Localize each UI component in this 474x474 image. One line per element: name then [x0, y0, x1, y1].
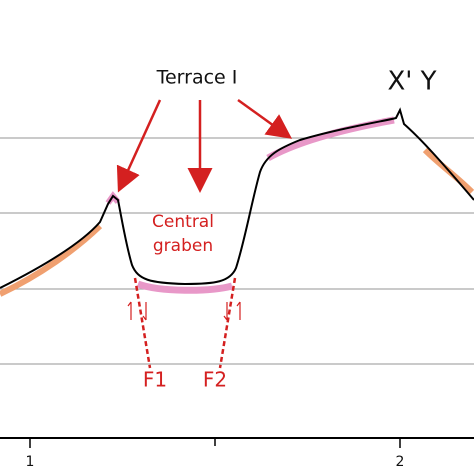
grid	[0, 137, 474, 365]
orange-deposit	[0, 223, 103, 297]
terrace-highlight	[266, 116, 395, 162]
arrow	[237, 98, 293, 139]
graben-label: graben	[153, 236, 213, 256]
fault-label: F2	[203, 368, 227, 392]
arrow	[116, 99, 162, 193]
fault-line	[218, 277, 237, 369]
graben-label: Central	[152, 212, 214, 232]
tick-label: 1	[26, 454, 35, 470]
profile-line	[0, 107, 474, 289]
fault-motion	[127, 301, 147, 321]
fault-motion	[223, 301, 241, 321]
fault-line	[133, 277, 152, 369]
terrace-label: Terrace I	[156, 67, 238, 89]
fault-label: F1	[143, 368, 167, 392]
section-title: X' Y	[387, 67, 436, 97]
tick-label: 2	[396, 454, 405, 470]
terrace-highlight	[136, 280, 233, 294]
